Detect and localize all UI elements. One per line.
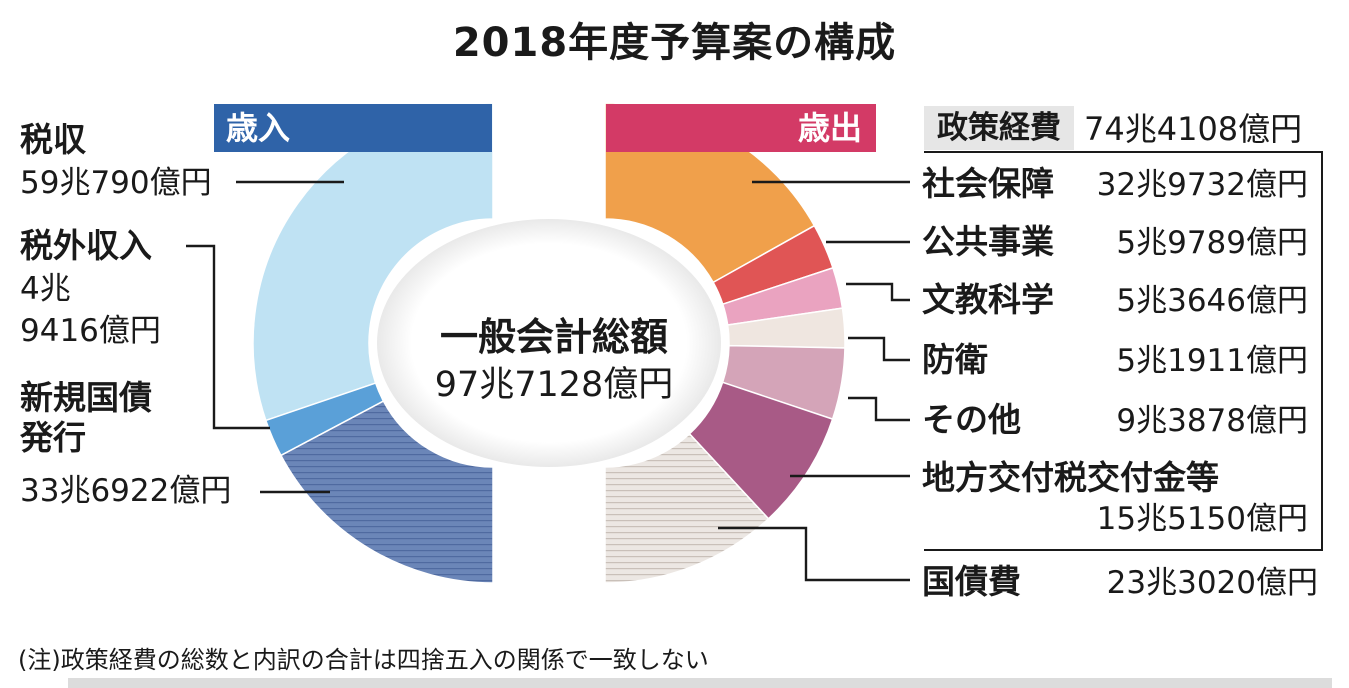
center-disc (377, 219, 721, 467)
center-value: 97兆7128億円 (434, 365, 674, 405)
rev-amount-bond: 33兆6922億円 (20, 473, 232, 509)
policy-amount: 74兆4108億円 (1084, 110, 1303, 148)
exp-amount-other: 9兆3878億円 (1116, 403, 1308, 439)
bottom-divider (68, 678, 1332, 688)
rev-label-bond-1: 新規国債 (20, 378, 152, 417)
expenditure-slice-6 (604, 432, 770, 584)
exp-label-social: 社会保障 (922, 164, 1054, 203)
revenue-slice-2 (279, 400, 494, 584)
leader-line-defense (848, 336, 910, 362)
rev-amount-nontax-2: 9416億円 (20, 313, 161, 349)
center-label: 一般会計総額 (439, 315, 668, 359)
revenue-header: 歳入 (214, 104, 492, 152)
expenditure-header: 歳出 (606, 104, 876, 152)
exp-amount-social: 32兆9732億円 (1096, 167, 1308, 203)
leader-line-other (848, 396, 910, 422)
leader-line-education (846, 282, 910, 302)
exp-label-debt: 国債費 (922, 562, 1021, 601)
exp-label-local: 地方交付税交付金等 (922, 458, 1219, 497)
rev-amount-nontax-1: 4兆 (20, 271, 71, 307)
exp-label-defense: 防衛 (922, 340, 988, 379)
leader-line-debt (718, 526, 910, 582)
rev-amount-tax: 59兆790億円 (20, 165, 212, 201)
policy-bracket (924, 151, 1323, 551)
policy-label: 政策経費 (924, 106, 1074, 150)
footnote: (注)政策経費の総数と内訳の合計は四捨五入の関係で一致しない (18, 646, 709, 674)
exp-amount-education: 5兆3646億円 (1116, 283, 1308, 319)
exp-label-education: 文教科学 (922, 280, 1054, 319)
exp-label-public: 公共事業 (922, 222, 1054, 261)
exp-label-other: その他 (922, 400, 1021, 439)
exp-amount-public: 5兆9789億円 (1116, 225, 1308, 261)
chart-title: 2018年度予算案の構成 (452, 20, 897, 66)
leader-lines (186, 151, 1323, 582)
exp-amount-defense: 5兆1911億円 (1116, 343, 1308, 379)
rev-label-bond-2: 発行 (20, 418, 86, 457)
revenue-half (252, 102, 494, 584)
rev-label-nontax: 税外収入 (20, 226, 152, 265)
exp-amount-debt: 23兆3020億円 (1106, 565, 1318, 601)
rev-label-tax: 税収 (20, 120, 86, 159)
exp-amount-local: 15兆5150億円 (1096, 501, 1308, 537)
leader-line-nontax (186, 244, 270, 430)
